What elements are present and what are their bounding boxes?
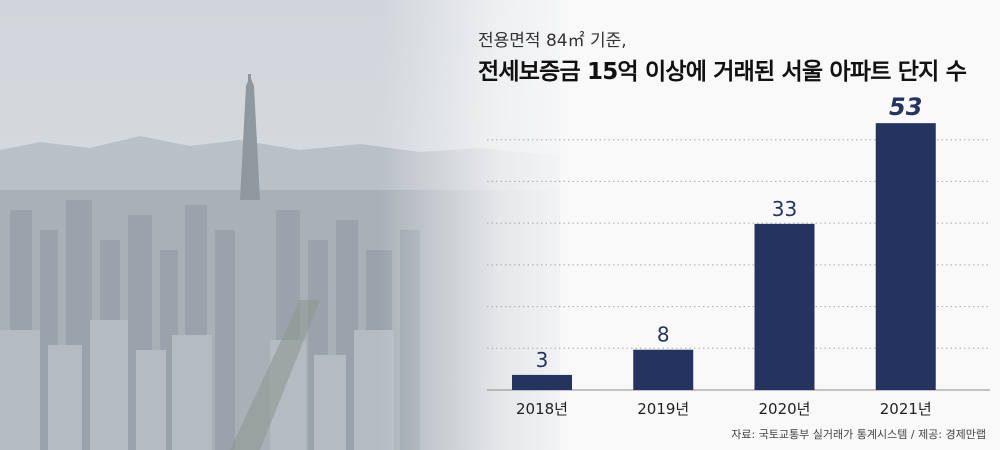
bar-3 [875, 123, 936, 390]
data-label-3: 53 [889, 93, 922, 121]
bar-2 [754, 223, 815, 390]
bar-0 [512, 374, 572, 390]
x-tick-label-3: 2021년 [880, 400, 932, 418]
bars [512, 123, 936, 390]
bar-1 [633, 349, 694, 390]
chart-subtitle: 전용면적 84㎡ 기준, [478, 31, 627, 51]
x-tick-label-1: 2019년 [637, 400, 689, 418]
source-note: 자료: 국토교통부 실거래가 통계시스템 / 제공: 경제만랩 [731, 428, 986, 441]
x-tick-labels: 2018년 2019년 2020년 2021년 [516, 400, 932, 418]
data-labels: 3 8 33 53 [536, 93, 923, 372]
chart-title: 전세보증금 15억 이상에 거래된 서울 아파트 단지 수 [478, 59, 967, 85]
data-label-1: 8 [657, 323, 670, 347]
data-label-0: 3 [536, 348, 549, 372]
x-tick-label-2: 2020년 [759, 400, 811, 418]
x-tick-label-0: 2018년 [516, 400, 568, 418]
data-label-2: 33 [772, 197, 797, 221]
